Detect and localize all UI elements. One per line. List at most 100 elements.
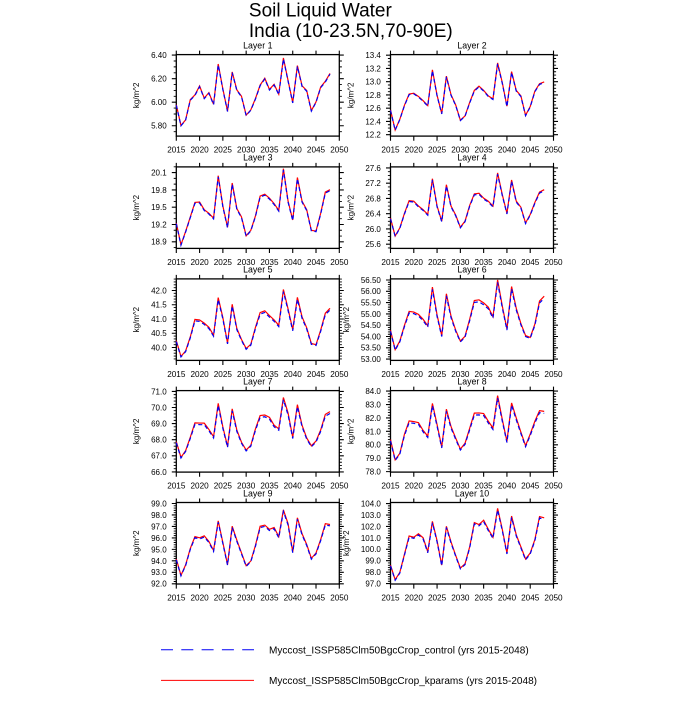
svg-text:12.4: 12.4 <box>365 117 381 126</box>
svg-text:92.0: 92.0 <box>151 580 167 589</box>
svg-text:2025: 2025 <box>428 594 447 603</box>
svg-text:2035: 2035 <box>260 594 279 603</box>
svg-text:2040: 2040 <box>498 370 517 379</box>
svg-text:95.0: 95.0 <box>151 545 167 554</box>
svg-text:2050: 2050 <box>544 258 563 267</box>
svg-text:100.0: 100.0 <box>361 545 382 554</box>
svg-text:2035: 2035 <box>260 370 279 379</box>
svg-text:2030: 2030 <box>237 482 256 491</box>
svg-text:2030: 2030 <box>237 370 256 379</box>
svg-text:104.0: 104.0 <box>361 500 382 509</box>
svg-text:2015: 2015 <box>167 482 186 491</box>
svg-text:2020: 2020 <box>190 258 209 267</box>
svg-text:26.8: 26.8 <box>365 194 381 203</box>
svg-text:Layer 6: Layer 6 <box>457 265 486 275</box>
svg-text:2045: 2045 <box>307 370 326 379</box>
svg-text:Myccost_ISSP585Clm50BgcCrop_co: Myccost_ISSP585Clm50BgcCrop_control (yrs… <box>269 646 529 657</box>
svg-text:2030: 2030 <box>451 370 470 379</box>
svg-text:Layer 2: Layer 2 <box>457 40 486 50</box>
svg-text:27.6: 27.6 <box>365 164 381 173</box>
svg-text:2020: 2020 <box>405 258 424 267</box>
svg-text:kg/m^2: kg/m^2 <box>342 306 351 332</box>
svg-text:Layer 5: Layer 5 <box>243 265 272 275</box>
svg-text:2020: 2020 <box>190 146 209 155</box>
svg-text:2035: 2035 <box>475 146 494 155</box>
svg-text:2035: 2035 <box>260 146 279 155</box>
svg-text:12.2: 12.2 <box>365 131 381 140</box>
svg-text:12.6: 12.6 <box>365 104 381 113</box>
svg-text:55.50: 55.50 <box>361 299 382 308</box>
svg-text:2025: 2025 <box>428 258 447 267</box>
svg-text:6.20: 6.20 <box>151 75 167 84</box>
svg-text:101.0: 101.0 <box>361 534 382 543</box>
svg-text:2020: 2020 <box>405 370 424 379</box>
svg-text:2025: 2025 <box>214 258 233 267</box>
svg-text:2020: 2020 <box>190 594 209 603</box>
svg-text:2040: 2040 <box>284 482 303 491</box>
svg-text:2030: 2030 <box>451 594 470 603</box>
svg-text:2050: 2050 <box>544 146 563 155</box>
svg-text:2025: 2025 <box>428 482 447 491</box>
svg-text:54.00: 54.00 <box>361 332 382 341</box>
svg-text:19.5: 19.5 <box>151 203 167 212</box>
svg-text:2025: 2025 <box>214 482 233 491</box>
svg-text:68.0: 68.0 <box>151 436 167 445</box>
svg-text:2045: 2045 <box>307 258 326 267</box>
svg-text:70.0: 70.0 <box>151 403 167 412</box>
svg-text:2040: 2040 <box>284 146 303 155</box>
svg-text:13.2: 13.2 <box>365 64 381 73</box>
svg-text:Soil Liquid Water: Soil Liquid Water <box>249 1 393 22</box>
svg-text:2030: 2030 <box>451 258 470 267</box>
svg-text:80.0: 80.0 <box>365 441 381 450</box>
svg-text:kg/m^2: kg/m^2 <box>132 82 141 108</box>
svg-text:79.0: 79.0 <box>365 454 381 463</box>
svg-text:2025: 2025 <box>214 370 233 379</box>
svg-text:2015: 2015 <box>167 370 186 379</box>
svg-text:2035: 2035 <box>475 594 494 603</box>
svg-text:78.0: 78.0 <box>365 468 381 477</box>
svg-text:2020: 2020 <box>190 370 209 379</box>
svg-text:71.0: 71.0 <box>151 387 167 396</box>
svg-text:40.5: 40.5 <box>151 329 167 338</box>
svg-text:kg/m^2: kg/m^2 <box>346 82 355 108</box>
svg-text:82.0: 82.0 <box>365 414 381 423</box>
svg-text:67.0: 67.0 <box>151 452 167 461</box>
svg-text:56.00: 56.00 <box>361 287 382 296</box>
svg-text:2025: 2025 <box>428 146 447 155</box>
svg-text:66.0: 66.0 <box>151 468 167 477</box>
svg-text:99.0: 99.0 <box>151 499 167 508</box>
svg-text:2015: 2015 <box>167 258 186 267</box>
svg-text:55.00: 55.00 <box>361 310 382 319</box>
svg-text:2045: 2045 <box>521 146 540 155</box>
svg-text:Layer 7: Layer 7 <box>243 376 272 386</box>
svg-text:2035: 2035 <box>475 482 494 491</box>
svg-text:Layer 9: Layer 9 <box>243 488 272 498</box>
svg-text:Layer 1: Layer 1 <box>243 40 272 50</box>
svg-text:83.0: 83.0 <box>365 400 381 409</box>
svg-text:81.0: 81.0 <box>365 427 381 436</box>
svg-text:94.0: 94.0 <box>151 557 167 566</box>
svg-text:2045: 2045 <box>521 370 540 379</box>
svg-text:25.6: 25.6 <box>365 240 381 249</box>
svg-text:13.0: 13.0 <box>365 78 381 87</box>
svg-text:2045: 2045 <box>521 258 540 267</box>
svg-text:5.80: 5.80 <box>151 122 167 131</box>
svg-text:2045: 2045 <box>521 482 540 491</box>
svg-text:13.4: 13.4 <box>365 51 381 60</box>
svg-text:19.2: 19.2 <box>151 220 167 229</box>
svg-text:2040: 2040 <box>498 482 517 491</box>
svg-text:2015: 2015 <box>381 146 400 155</box>
svg-text:53.50: 53.50 <box>361 344 382 353</box>
svg-text:2015: 2015 <box>381 370 400 379</box>
svg-text:27.2: 27.2 <box>365 179 381 188</box>
svg-text:2040: 2040 <box>284 258 303 267</box>
svg-text:26.0: 26.0 <box>365 225 381 234</box>
svg-text:Layer 8: Layer 8 <box>457 376 486 386</box>
svg-text:kg/m^2: kg/m^2 <box>132 194 141 220</box>
svg-text:12.8: 12.8 <box>365 91 381 100</box>
svg-text:2035: 2035 <box>475 258 494 267</box>
svg-text:18.9: 18.9 <box>151 238 167 247</box>
svg-text:69.0: 69.0 <box>151 420 167 429</box>
svg-text:Layer 3: Layer 3 <box>243 153 272 163</box>
svg-text:2050: 2050 <box>544 594 563 603</box>
